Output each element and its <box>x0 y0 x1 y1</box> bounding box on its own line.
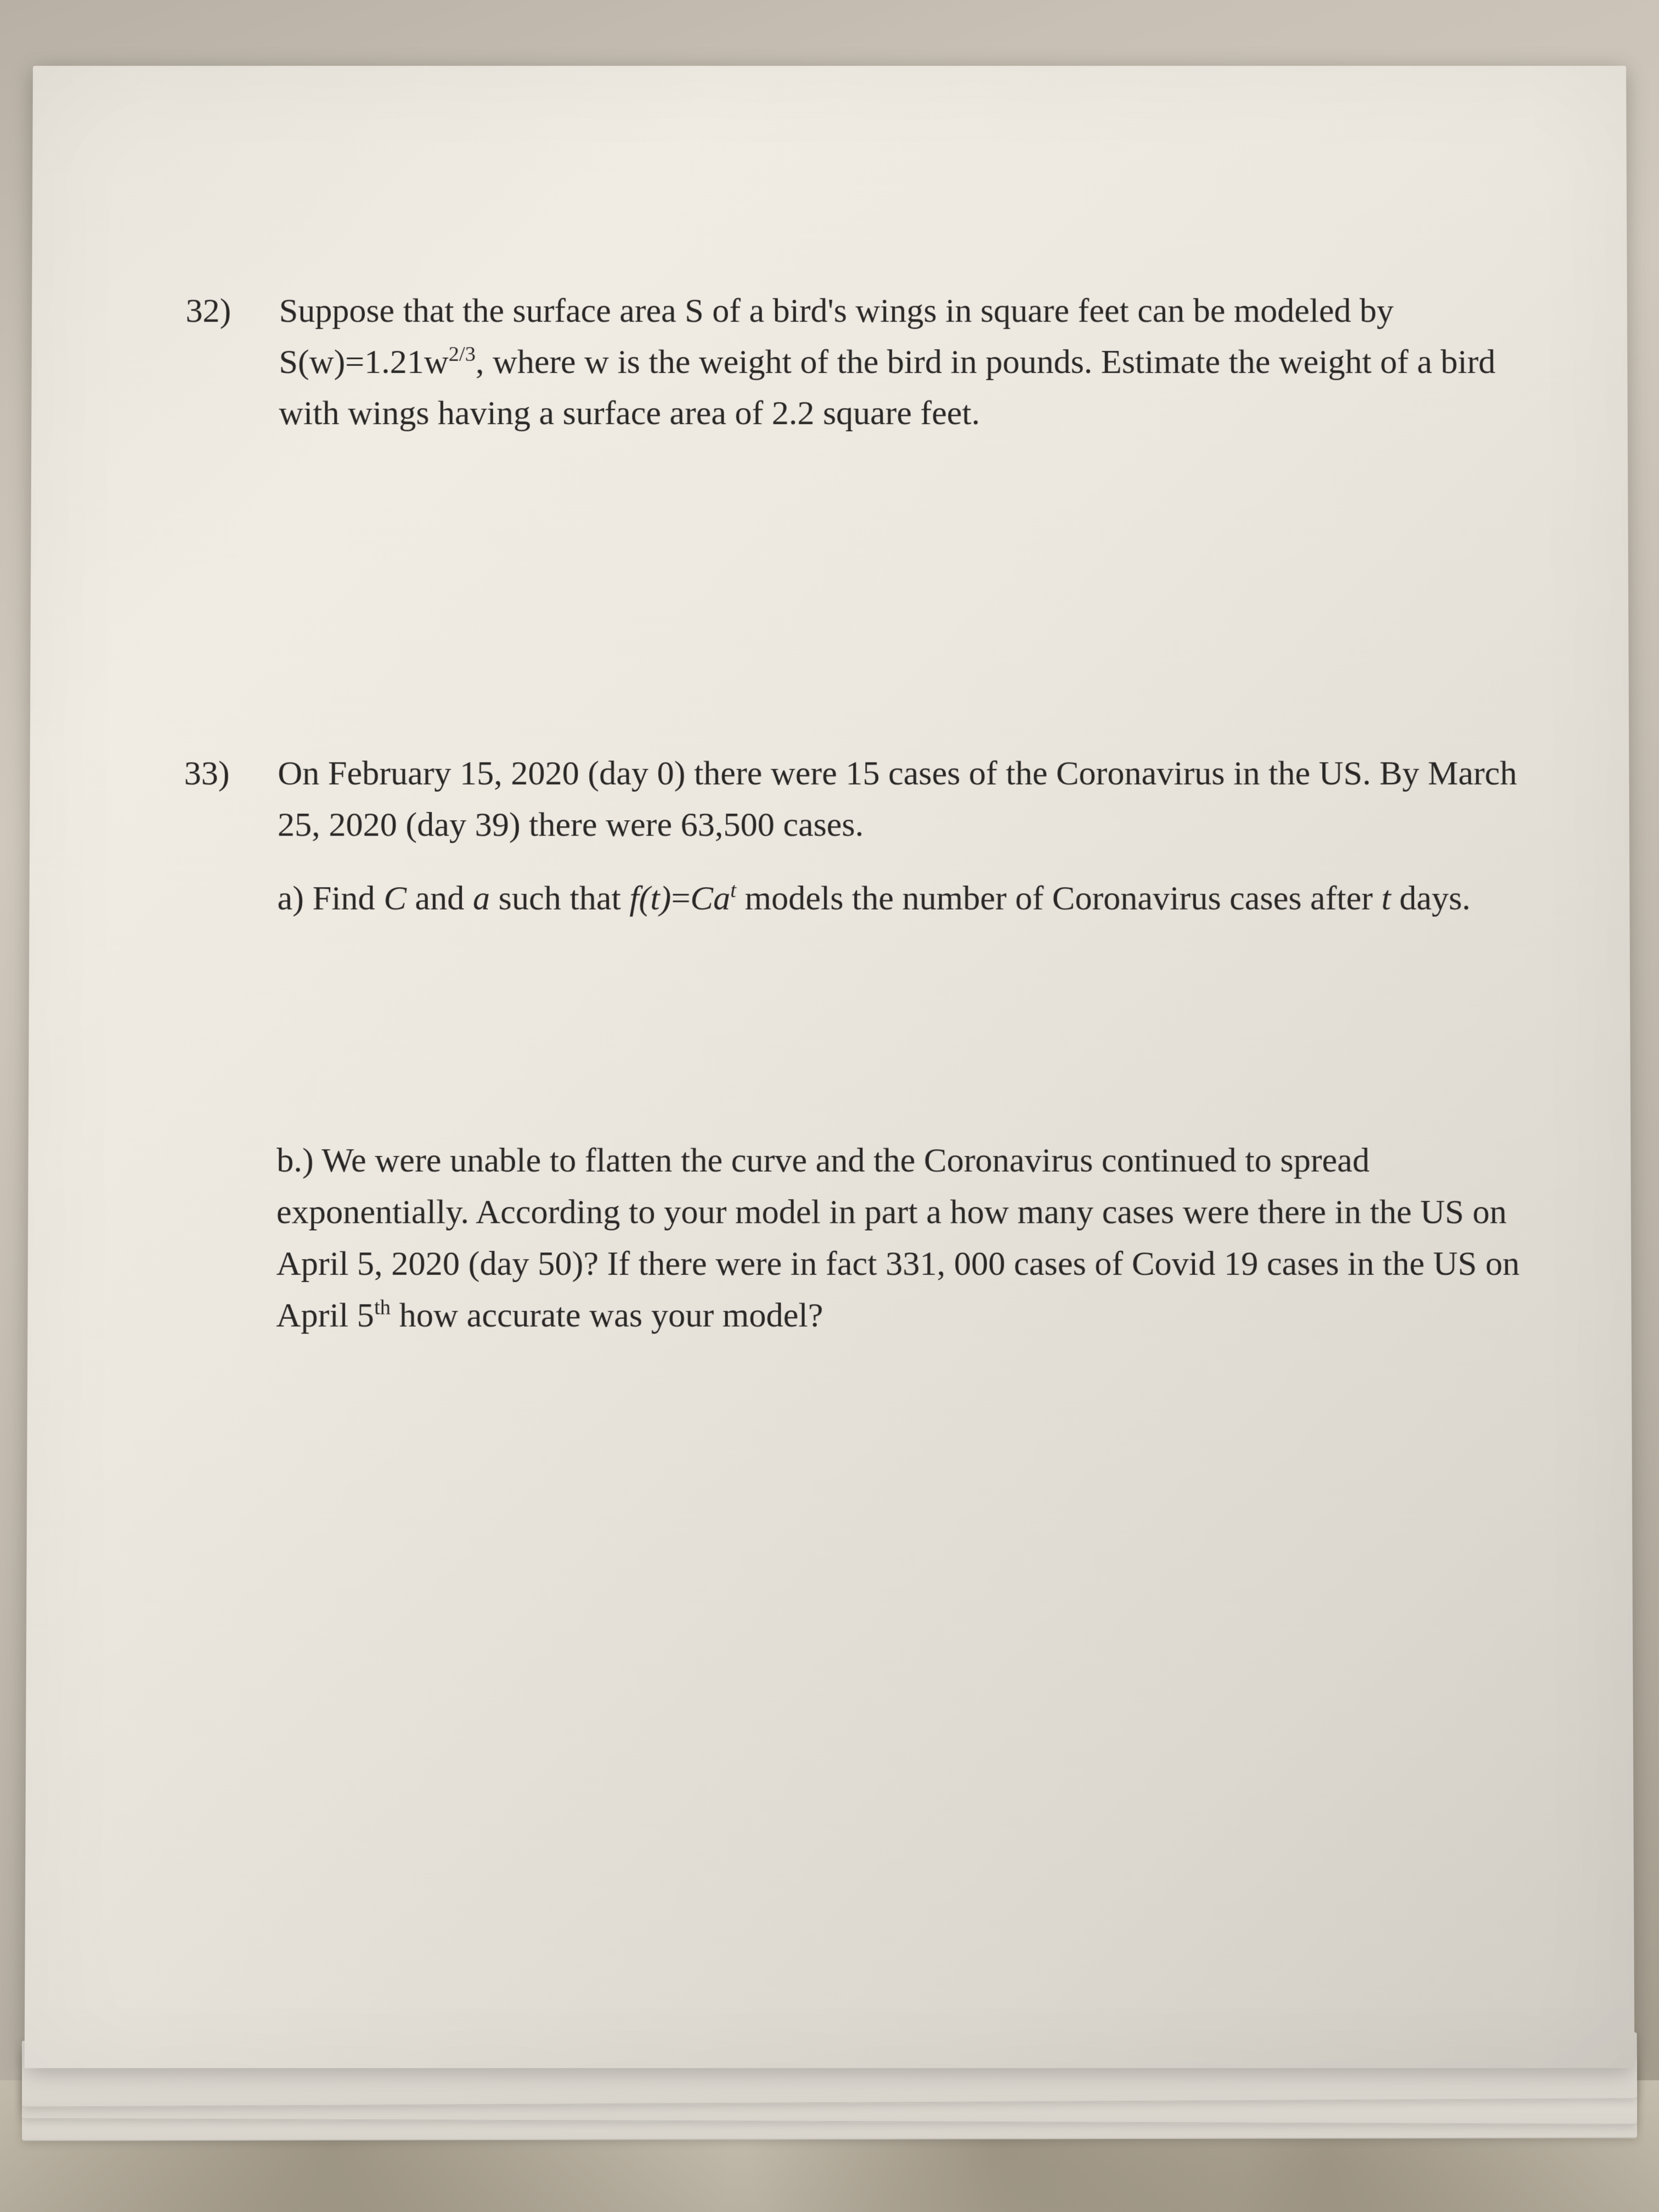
text-run: f(t) <box>629 879 671 917</box>
text-run: th <box>374 1296 391 1320</box>
text-run: = <box>671 879 690 917</box>
worksheet-page: 32)Suppose that the surface area S of a … <box>25 66 1635 2068</box>
problem-number: 33) <box>184 748 278 799</box>
text-run: t <box>1381 879 1391 917</box>
problem-paragraph: Suppose that the surface area S of a bir… <box>279 285 1517 439</box>
text-run: C <box>383 879 407 917</box>
text-run: models the number of Coronavirus cases a… <box>736 879 1381 917</box>
problem-number: 32) <box>185 285 279 336</box>
problem: 33)On February 15, 2020 (day 0) there we… <box>182 748 1521 1364</box>
text-run: 2/3 <box>449 343 476 366</box>
text-run: On February 15, 2020 (day 0) there were … <box>278 754 1517 843</box>
problem-body: On February 15, 2020 (day 0) there were … <box>276 748 1521 1364</box>
text-run: a) Find <box>277 879 383 917</box>
text-run: days. <box>1391 879 1471 917</box>
text-run: Ca <box>690 879 730 917</box>
text-run: t <box>730 879 736 902</box>
text-run: a <box>473 879 490 917</box>
text-run: such that <box>490 879 629 917</box>
problem-paragraph: b.) We were unable to flatten the curve … <box>276 1135 1521 1342</box>
text-run: how accurate was your model? <box>391 1296 823 1334</box>
problem-paragraph: a) Find C and a such that f(t)=Cat model… <box>277 873 1519 924</box>
text-run: and <box>407 879 473 917</box>
problem: 32)Suppose that the surface area S of a … <box>185 285 1518 461</box>
problem-body: Suppose that the surface area S of a bir… <box>279 285 1518 461</box>
problem-paragraph: On February 15, 2020 (day 0) there were … <box>278 748 1519 850</box>
